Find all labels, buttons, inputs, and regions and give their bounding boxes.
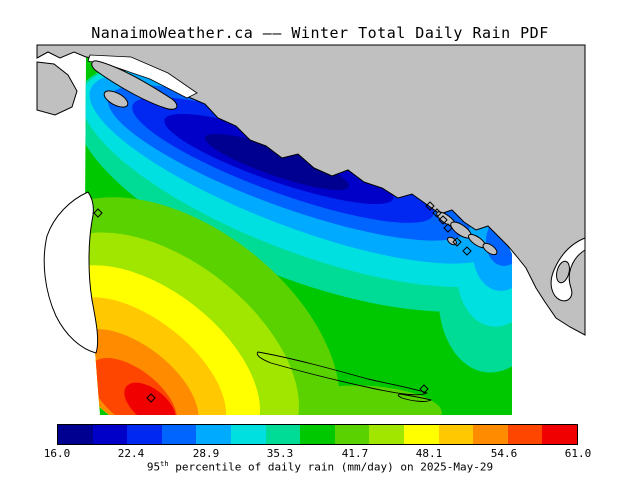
colorbar-tick: 41.7	[341, 447, 369, 460]
colorbar-cell	[507, 425, 543, 444]
colorbar-tick: 61.0	[564, 447, 592, 460]
land-masses	[36, 44, 586, 402]
station-marker-icon	[93, 208, 103, 218]
contour-band-lightgreen-tongue	[298, 385, 442, 415]
coast-island	[482, 242, 498, 256]
west-coast-land	[43, 191, 99, 354]
station-marker-icon	[438, 215, 448, 225]
contour-band-red-max	[124, 382, 176, 415]
colorbar-caption: 95th percentile of daily rain (mm/day) o…	[0, 460, 640, 474]
colorbar-cell	[92, 425, 128, 444]
colorbar-cell	[230, 425, 266, 444]
colorbar-tick: 22.4	[117, 447, 145, 460]
colorbar-cell	[334, 425, 370, 444]
colorbar-cell	[161, 425, 197, 444]
station-marker-icon	[443, 223, 453, 233]
colorbar-ticks: 16.0 22.4 28.9 35.3 41.7 48.1 54.6 61.0	[0, 447, 640, 460]
island-outline	[397, 393, 433, 402]
colorbar-cell	[300, 425, 335, 444]
colorbar	[57, 424, 578, 445]
colorbar-cell	[473, 425, 508, 444]
colorbar-cells	[58, 425, 577, 444]
topleft-land	[36, 61, 78, 116]
caption-base: 95	[146, 460, 161, 474]
colorbar-cell	[403, 425, 439, 444]
colorbar-cell	[542, 425, 577, 444]
station-markers	[93, 201, 472, 403]
colorbar-cell	[369, 425, 404, 444]
colorbar-cell	[196, 425, 231, 444]
station-marker-icon	[146, 393, 156, 403]
colorbar-tick: 35.3	[266, 447, 294, 460]
island-small	[103, 90, 129, 108]
contour-band-navy-min	[204, 133, 350, 191]
caption-rest: percentile of daily rain (mm/day) on 202…	[168, 460, 494, 474]
colorbar-cell	[58, 425, 93, 444]
colorbar-cell	[438, 425, 474, 444]
island-outline	[256, 351, 429, 396]
colorbar-cell	[265, 425, 301, 444]
colorbar-tick: 28.9	[192, 447, 220, 460]
colorbar-tick: 48.1	[415, 447, 443, 460]
colorbar-cell	[127, 425, 162, 444]
station-marker-icon	[452, 237, 462, 247]
colorbar-tick: 16.0	[43, 447, 71, 460]
nanaimo-coast-islands	[436, 211, 498, 256]
station-marker-icon	[425, 201, 435, 211]
fjord-island	[556, 260, 570, 284]
island-large	[91, 60, 178, 110]
station-marker-icon	[462, 246, 472, 256]
station-marker-icon	[432, 208, 442, 218]
colorbar-tick: 54.6	[490, 447, 518, 460]
southern-island-outlines	[256, 351, 433, 402]
plot-title: NanaimoWeather.ca –– Winter Total Daily …	[91, 24, 549, 42]
caption-superscript: th	[160, 460, 169, 468]
station-marker-icon	[419, 384, 429, 394]
